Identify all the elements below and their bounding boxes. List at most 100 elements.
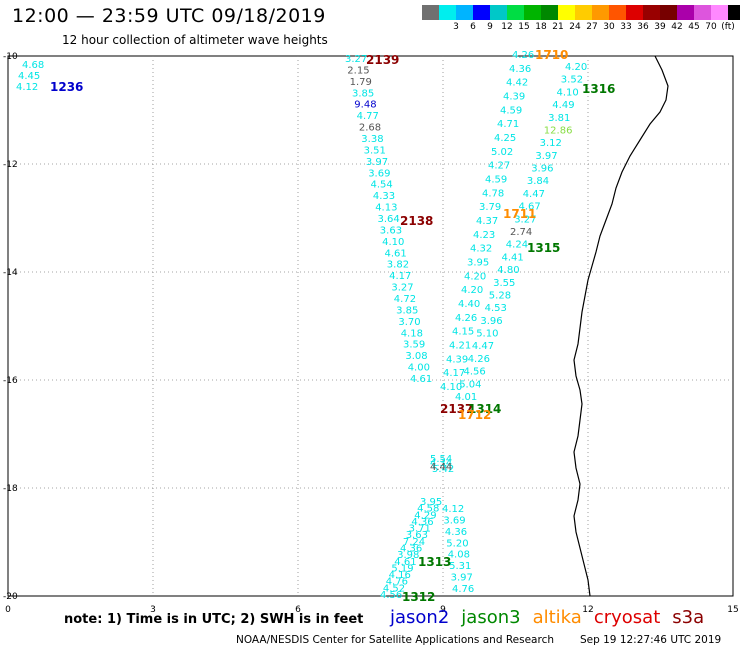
colorbar-swatch [507,5,524,20]
swh-value: 3.63 [380,225,402,236]
pass-label: 2139 [366,53,399,67]
swh-value: 2.74 [510,227,532,238]
swh-value: 3.95 [467,258,489,269]
swh-value: 3.71 [409,524,431,535]
colorbar-swatch [609,5,626,20]
swh-value: 4.68 [22,60,44,71]
swh-value: 4.12 [442,504,464,515]
legend-jason2: jason2 [390,607,450,628]
colorbar-labels: 3 6 9 12 15 18 21 24 27 30 33 36 39 42 45 70 (ft) [422,22,735,34]
swh-value: 4.42 [506,78,528,89]
swh-value: 4.56 [464,367,486,378]
swh-value: 4.20 [565,62,587,73]
swh-value: 4.27 [488,161,510,172]
swh-value: 4.76 [452,584,474,595]
swh-value: 4.21 [449,341,471,352]
pass-label: 1316 [582,82,615,96]
swh-value: 4.36 [509,64,531,75]
swh-value: 4.80 [497,265,519,276]
y-tick-label: -12 [3,160,18,170]
swh-value: 3.97 [451,573,473,584]
colorbar-label: 6 [470,22,476,32]
swh-value: 3.27 [345,54,367,65]
generation-timestamp: Sep 19 12:27:46 UTC 2019 [580,634,722,646]
swh-value: 3.96 [531,164,553,175]
swh-value: 3.59 [403,340,425,351]
swh-value: 12.86 [544,126,573,137]
colorbar-label: 18 [535,22,547,32]
swh-value: 3.51 [364,145,386,156]
colorbar-label: 21 [552,22,564,32]
map-title: 12:00 — 23:59 UTC 09/18/2019 [12,5,326,27]
swh-value: 4.41 [502,252,524,263]
colorbar-label: 39 [654,22,666,32]
colorbar-swatch [694,5,711,20]
colorbar-swatch [626,5,643,20]
colorbar-swatch [643,5,660,20]
colorbar-label: 33 [620,22,632,32]
swh-value: 4.53 [485,303,507,314]
swh-value: 4.36 [445,527,467,538]
x-tick-label: 0 [5,605,11,615]
swh-value: 4.17 [443,368,465,379]
colorbar-label: 45 [688,22,700,32]
swh-value: 4.20 [464,271,486,282]
legend-cryosat: cryosat [593,607,661,628]
swh-value: 4.17 [389,271,411,282]
wave-height-values: 4.684.454.123.272.151.793.859.484.772.68… [16,50,587,601]
swh-value: 3.69 [368,168,390,179]
swh-value: 5.04 [459,379,481,390]
axis-ticks: 0 3 6 9 12 15 -10 -12 -14 -16 -18 -20 [3,52,739,615]
swh-value: 4.20 [461,285,483,296]
swh-value: 3.55 [493,278,515,289]
swh-value: 4.01 [455,392,477,403]
swh-value: 5.31 [449,561,471,572]
swh-value: 4.59 [500,105,522,116]
swh-value: 3.97 [535,151,557,162]
y-tick-label: -16 [3,376,18,386]
swh-value: 3.38 [361,134,383,145]
swh-value: 3.97 [366,157,388,168]
swh-value: 4.49 [552,100,574,111]
colorbar-swatch [422,5,439,20]
colorbar-swatch [660,5,677,20]
swh-value: 4.61 [410,374,432,385]
colorbar-swatch [439,5,456,20]
pass-label: 2137 [440,402,473,416]
swh-value: 4.26 [455,313,477,324]
swh-value: 3.12 [540,138,562,149]
swh-value: 4.45 [18,71,40,82]
swh-value: 4.44 [430,462,452,473]
swh-value: 4.10 [557,87,579,98]
swh-value: 4.39 [446,354,468,365]
legend-jason3: jason3 [461,607,521,628]
x-tick-label: 6 [295,605,301,615]
colorbar-label: 9 [487,22,493,32]
swh-value: 4.56 [380,590,402,601]
swh-value: 4.08 [448,550,470,561]
y-tick-label: -20 [3,592,18,602]
pass-label: 1712 [458,408,491,422]
colorbar-swatch [541,5,558,20]
wave-height-colorbar [422,5,740,20]
swh-value: 4.37 [476,216,498,227]
swh-value: 3.85 [396,305,418,316]
units-note: note: 1) Time is in UTC; 2) SWH is in fe… [64,612,364,627]
colorbar-label: 15 [518,22,530,32]
x-tick-label: 3 [150,605,156,615]
pass-label: 1236 [50,80,83,94]
credit-line: NOAA/NESDIS Center for Satellite Applica… [236,634,554,646]
pass-label: 1711 [503,207,536,221]
swh-value: 4.58 [417,504,439,515]
colorbar-swatch [490,5,507,20]
y-tick-label: -14 [3,268,18,278]
swh-value: 4.40 [458,299,480,310]
swh-value: 4.52 [383,583,405,594]
colorbar-label: (ft) [721,22,735,32]
colorbar-label: 42 [671,22,683,32]
colorbar-swatch [677,5,694,20]
swh-value: 3.27 [391,283,413,294]
swh-value: 3.79 [479,202,501,213]
swh-value: 3.27 [514,214,536,225]
